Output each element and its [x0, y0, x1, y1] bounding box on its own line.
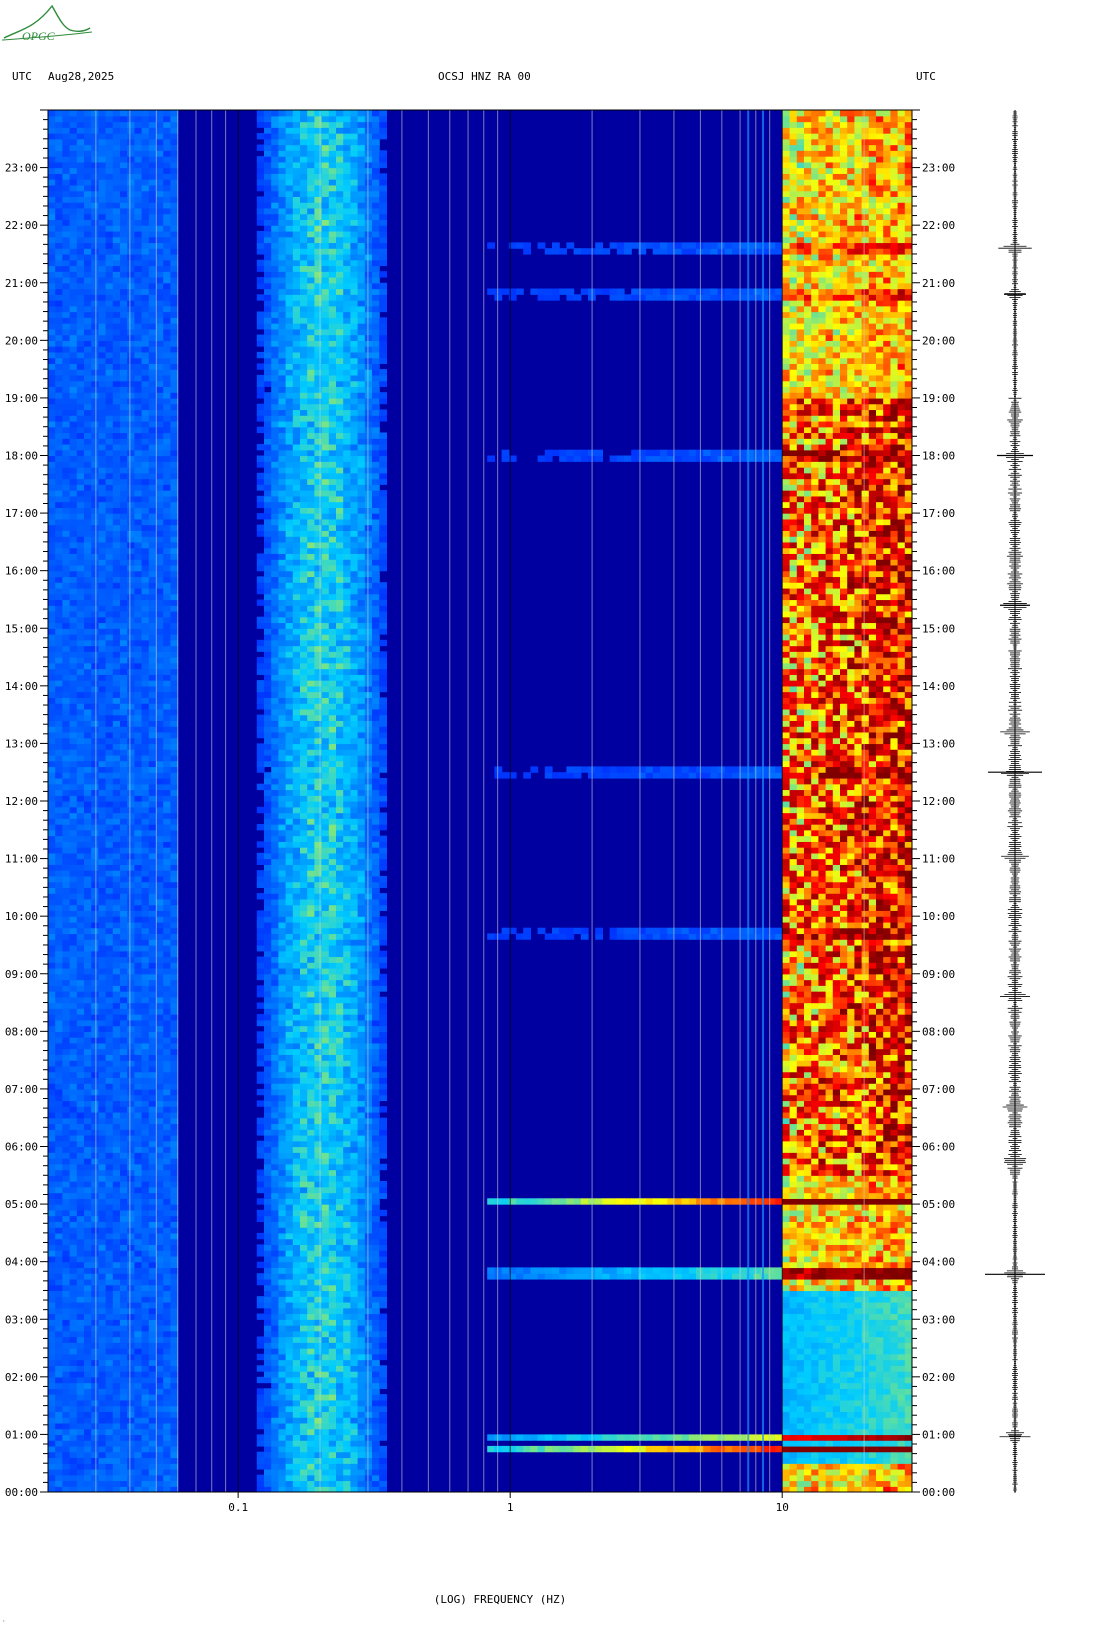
y-tick-label-left: 21:00	[5, 277, 38, 290]
x-tick-label: 10	[776, 1501, 789, 1514]
y-tick-label-left: 13:00	[5, 737, 38, 750]
y-tick-label-left: 05:00	[5, 1198, 38, 1211]
y-tick-label-left: 12:00	[5, 795, 38, 808]
y-tick-label-left: 10:00	[5, 910, 38, 923]
y-tick-label-right: 16:00	[922, 565, 955, 578]
y-tick-label-right: 18:00	[922, 450, 955, 463]
x-axis-label: (LOG) FREQUENCY (HZ)	[433, 1593, 567, 1606]
y-tick-label-left: 15:00	[5, 622, 38, 635]
y-tick-label-right: 23:00	[922, 162, 955, 175]
y-tick-label-right: 22:00	[922, 219, 955, 232]
y-tick-label-left: 03:00	[5, 1313, 38, 1326]
date-label: Aug28,2025	[48, 70, 115, 83]
y-tick-label-left: 19:00	[5, 392, 38, 405]
y-tick-label-right: 04:00	[922, 1256, 955, 1269]
y-tick-label-right: 21:00	[922, 277, 955, 290]
y-tick-label-left: 07:00	[5, 1083, 38, 1096]
y-tick-label-left: 00:00	[5, 1486, 38, 1499]
y-tick-label-left: 11:00	[5, 853, 38, 866]
y-tick-label-left: 16:00	[5, 565, 38, 578]
y-tick-label-right: 15:00	[922, 622, 955, 635]
y-tick-label-left: 20:00	[5, 334, 38, 347]
y-tick-label-right: 11:00	[922, 853, 955, 866]
svg-text:OPGC: OPGC	[22, 29, 56, 43]
y-tick-label-left: 14:00	[5, 680, 38, 693]
y-tick-label-left: 09:00	[5, 968, 38, 981]
y-tick-label-left: 02:00	[5, 1371, 38, 1384]
y-tick-label-left: 08:00	[5, 1025, 38, 1038]
y-tick-label-right: 10:00	[922, 910, 955, 923]
utc-right-label: UTC	[916, 70, 936, 83]
y-tick-label-left: 17:00	[5, 507, 38, 520]
x-tick-label: 1	[507, 1501, 514, 1514]
opgc-logo: OPGC	[1, 4, 93, 43]
utc-left-label: UTC	[12, 70, 32, 83]
y-tick-label-right: 05:00	[922, 1198, 955, 1211]
y-tick-label-right: 12:00	[922, 795, 955, 808]
y-tick-label-right: 14:00	[922, 680, 955, 693]
y-tick-label-right: 08:00	[922, 1025, 955, 1038]
y-tick-label-right: 06:00	[922, 1141, 955, 1154]
y-tick-label-right: 03:00	[922, 1313, 955, 1326]
y-tick-label-left: 06:00	[5, 1141, 38, 1154]
y-tick-label-left: 04:00	[5, 1256, 38, 1269]
channel-title: OCSJ HNZ RA 00	[438, 70, 531, 83]
y-tick-label-left: 18:00	[5, 450, 38, 463]
y-tick-label-left: 23:00	[5, 162, 38, 175]
y-tick-label-right: 17:00	[922, 507, 955, 520]
y-tick-label-right: 07:00	[922, 1083, 955, 1096]
y-tick-label-right: 00:00	[922, 1486, 955, 1499]
y-tick-label-right: 13:00	[922, 737, 955, 750]
y-tick-label-left: 01:00	[5, 1428, 38, 1441]
y-tick-label-right: 20:00	[922, 334, 955, 347]
x-tick-label: 0.1	[228, 1501, 248, 1514]
y-tick-label-left: 22:00	[5, 219, 38, 232]
y-tick-label-right: 02:00	[922, 1371, 955, 1384]
y-tick-label-right: 19:00	[922, 392, 955, 405]
y-tick-label-right: 01:00	[922, 1428, 955, 1441]
y-tick-label-right: 09:00	[922, 968, 955, 981]
corner-mark: ·	[2, 1618, 6, 1625]
